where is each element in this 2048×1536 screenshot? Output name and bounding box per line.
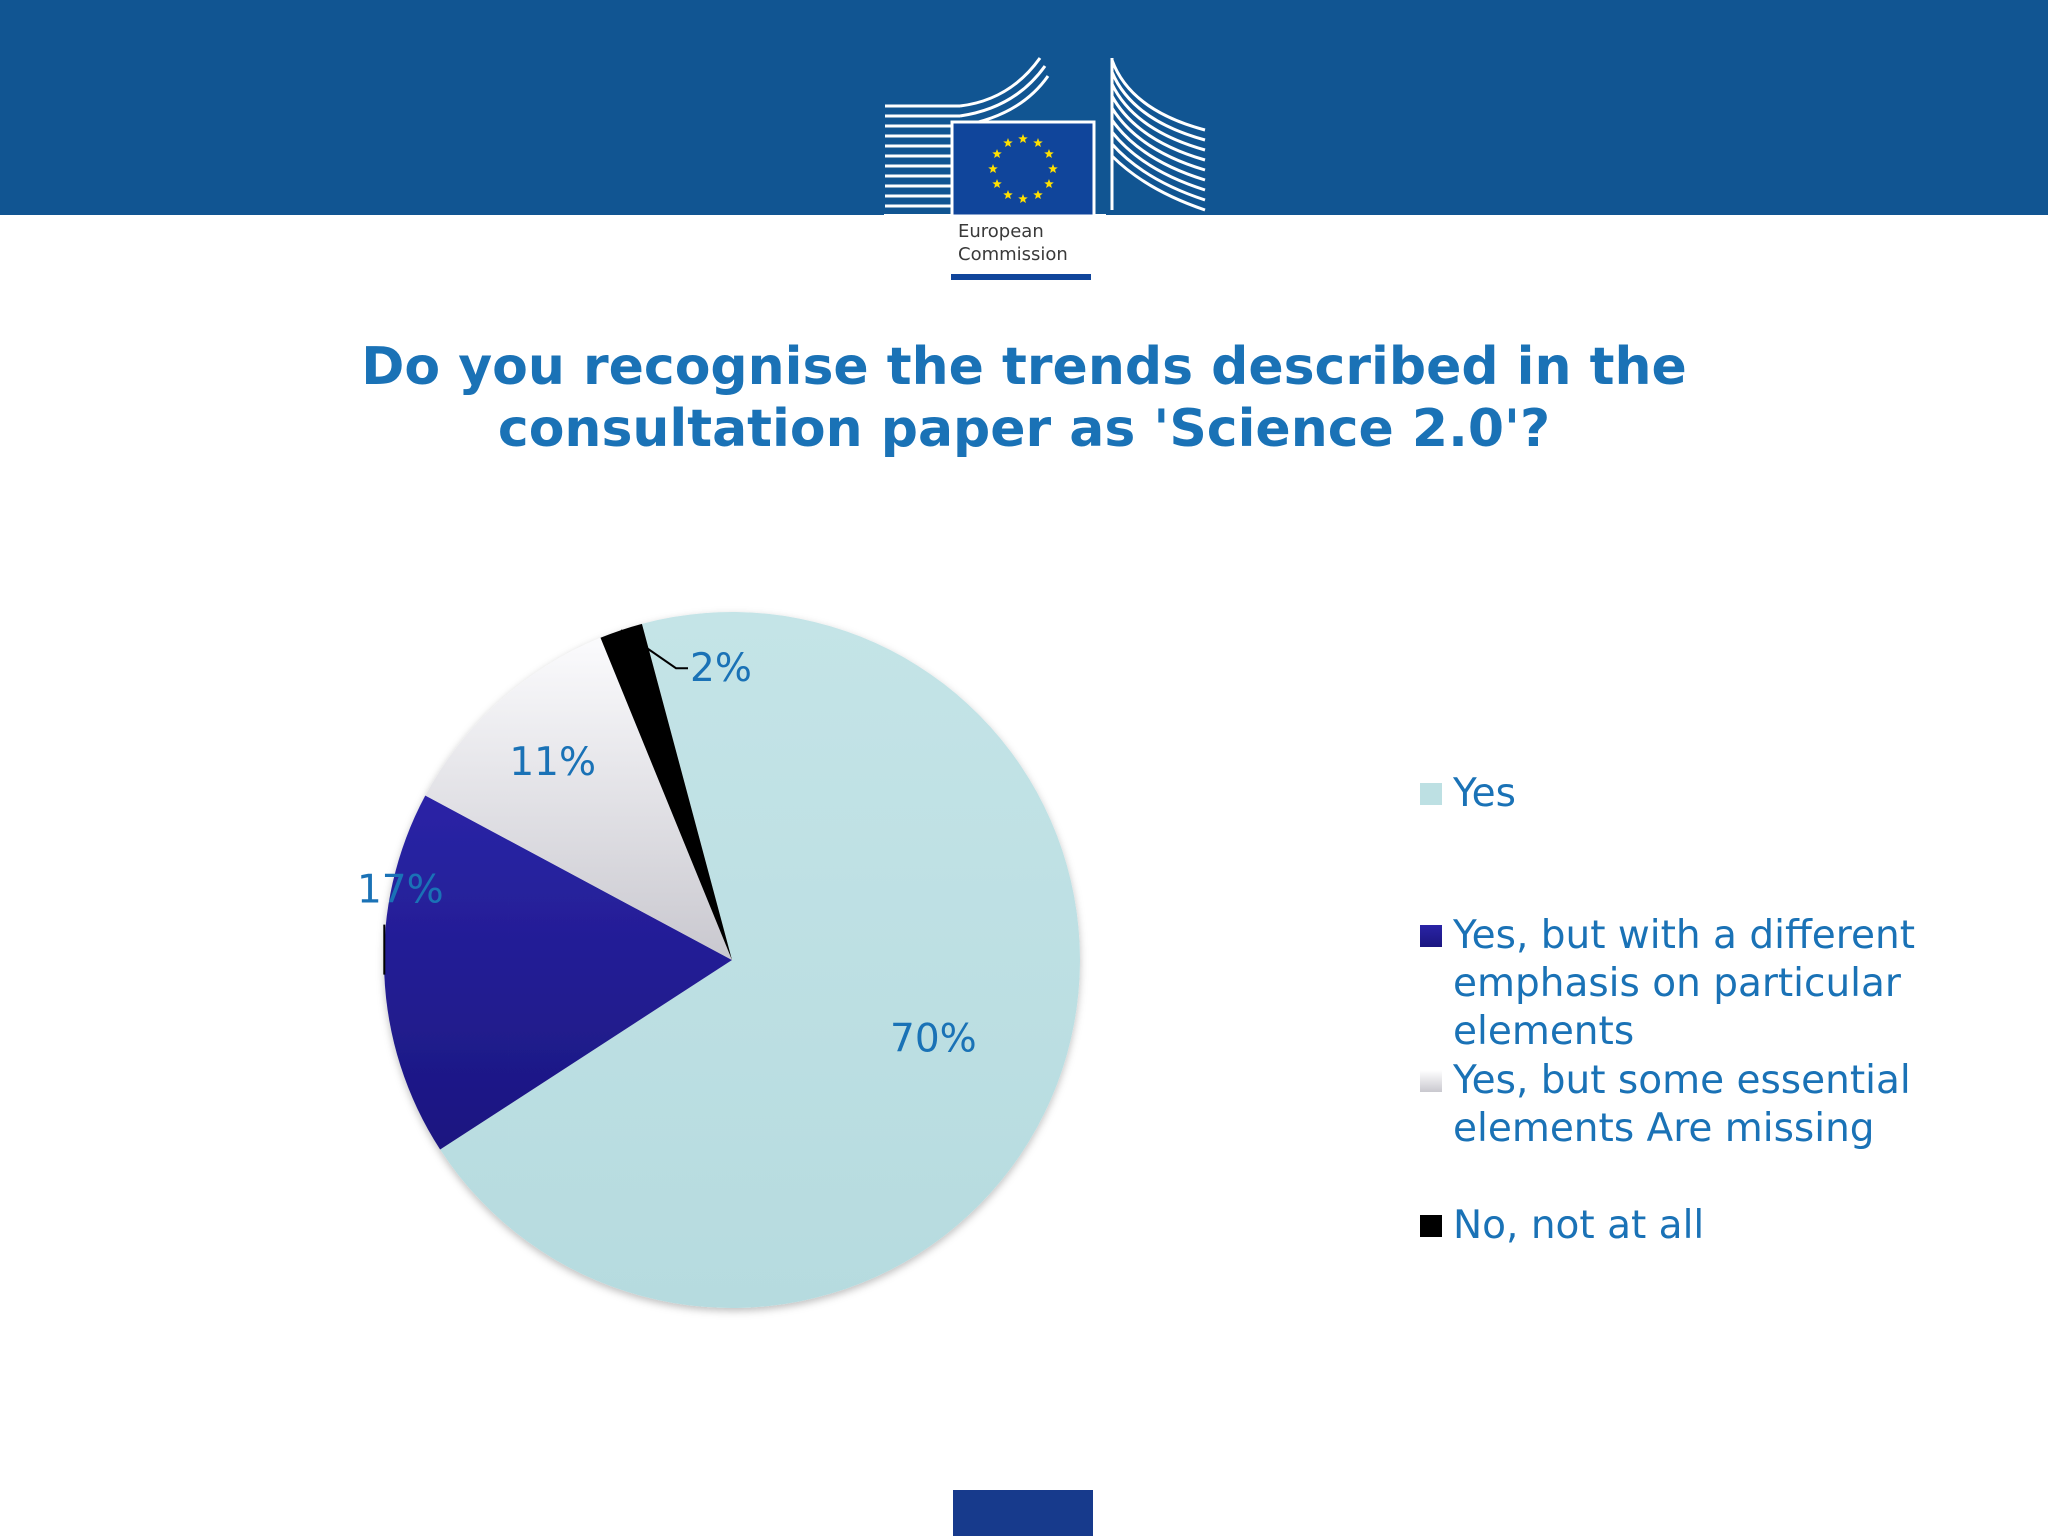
eu-star-icon	[1033, 189, 1043, 200]
logo-text-line1: European	[958, 221, 1044, 242]
pie-slice-yes	[440, 612, 1081, 1309]
pie-slice-elements-missing	[425, 637, 732, 960]
eu-stars-icon	[988, 134, 1058, 204]
logo-text-line2: Commission	[958, 244, 1068, 265]
data-label-elements-missing: 11%	[509, 740, 596, 785]
eu-star-icon	[1044, 149, 1054, 159]
chart-legend: Yes Yes, but with a different emphasis o…	[1420, 0, 1980, 1536]
pie-slice-not-at-all	[600, 623, 732, 960]
legend-swatch	[1420, 925, 1442, 947]
logo-white-base	[884, 214, 1106, 258]
legend-label: Yes, but some essential elements Are mis…	[1453, 1058, 1911, 1151]
data-label-different-emphasis: 17%	[357, 868, 444, 913]
eu-star-icon	[1003, 189, 1013, 200]
eu-star-icon	[992, 179, 1002, 189]
european-commission-logo	[884, 57, 1206, 258]
eu-star-icon	[1044, 179, 1054, 189]
chart-title: Do you recognise the trends described in…	[361, 337, 1687, 459]
data-label-yes: 70%	[890, 1016, 977, 1061]
legend-swatch	[1420, 1070, 1442, 1092]
leader-line-not-at-all	[620, 629, 688, 670]
data-label-not-at-all: 2%	[690, 646, 752, 691]
eu-star-icon	[1033, 138, 1043, 148]
logo-underline	[951, 274, 1091, 280]
legend-label: Yes	[1453, 771, 1516, 816]
legend-label: Yes, but with a different emphasis on pa…	[1453, 913, 1915, 1054]
footer-block	[953, 1490, 1093, 1536]
legend-swatch	[1420, 1215, 1442, 1237]
eu-star-icon	[988, 164, 998, 174]
eu-star-icon	[1018, 134, 1028, 144]
building-left-icon	[885, 57, 1050, 208]
eu-star-icon	[1003, 138, 1013, 148]
legend-label: No, not at all	[1453, 1203, 1705, 1248]
pie-slice-different-emphasis	[384, 795, 732, 1150]
eu-star-icon	[992, 149, 1002, 159]
legend-swatch	[1420, 783, 1442, 805]
logo-text: European Commission	[958, 220, 1118, 266]
eu-star-icon	[1018, 194, 1028, 204]
building-right-icon	[1110, 58, 1206, 212]
eu-star-icon	[1048, 164, 1058, 174]
